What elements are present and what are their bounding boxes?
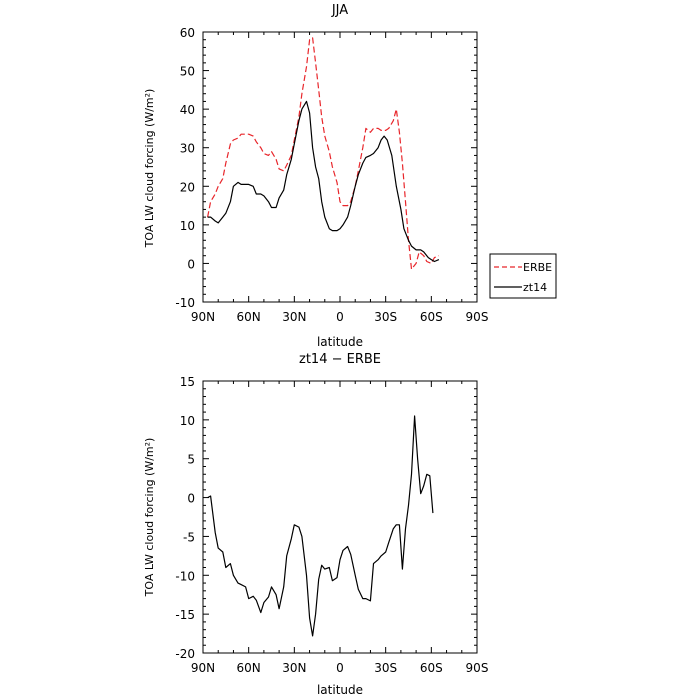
- bottom-y-axis-label: TOA LW cloud forcing (W/m²): [143, 438, 156, 598]
- top-y-tick-label: 10: [180, 219, 195, 233]
- top-series-zt14-line: [207, 100, 440, 263]
- top-x-tick-label: 90S: [466, 310, 489, 324]
- top-chart-title: JJA: [331, 3, 348, 18]
- bottom-y-tick-label: -10: [175, 569, 195, 583]
- top-y-tick-label: 0: [187, 257, 195, 271]
- bottom-series-difference-line: [207, 415, 434, 637]
- legend: ERBE zt14: [489, 253, 557, 299]
- bottom-y-tick-label: -20: [175, 647, 195, 661]
- legend-erbe-label: ERBE: [523, 261, 552, 274]
- bottom-x-axis-label: latitude: [317, 683, 363, 697]
- top-y-tick-label: 40: [180, 103, 195, 117]
- top-x-axis-label: latitude: [317, 335, 363, 349]
- top-y-tick-label: 30: [180, 142, 195, 156]
- bottom-y-tick-label: -5: [183, 530, 195, 544]
- bottom-x-tick-label: 60S: [420, 661, 443, 675]
- bottom-x-tick-label: 0: [336, 661, 344, 675]
- top-x-tick-label: 60N: [237, 310, 261, 324]
- top-y-tick-label: 60: [180, 26, 195, 40]
- bottom-y-tick-label: 10: [180, 414, 195, 428]
- top-x-tick-label: 0: [336, 310, 344, 324]
- bottom-y-tick-label: 15: [180, 375, 195, 389]
- legend-zt14-label: zt14: [523, 281, 547, 294]
- top-x-tick-label: 30N: [282, 310, 306, 324]
- top-y-tick-label: -10: [175, 296, 195, 310]
- legend-box: [489, 253, 557, 299]
- top-series-erbe-line: [207, 37, 440, 270]
- bottom-chart-title: zt14 − ERBE: [299, 352, 381, 367]
- top-y-tick-label: 20: [180, 180, 195, 194]
- bottom-x-tick-label: 60N: [237, 661, 261, 675]
- top-x-tick-label: 60S: [420, 310, 443, 324]
- bottom-y-tick-label: -15: [175, 608, 195, 622]
- bottom-y-tick-label: 5: [187, 453, 195, 467]
- bottom-x-tick-label: 90N: [191, 661, 215, 675]
- top-y-tick-label: 50: [180, 65, 195, 79]
- top-x-tick-label: 90N: [191, 310, 215, 324]
- bottom-plot-frame: [202, 380, 478, 654]
- bottom-x-tick-label: 90S: [466, 661, 489, 675]
- bottom-x-tick-label: 30N: [282, 661, 306, 675]
- bottom-y-tick-label: 0: [187, 492, 195, 506]
- top-x-tick-label: 30S: [374, 310, 397, 324]
- top-y-axis-label: TOA LW cloud forcing (W/m²): [143, 89, 156, 249]
- bottom-x-tick-label: 30S: [374, 661, 397, 675]
